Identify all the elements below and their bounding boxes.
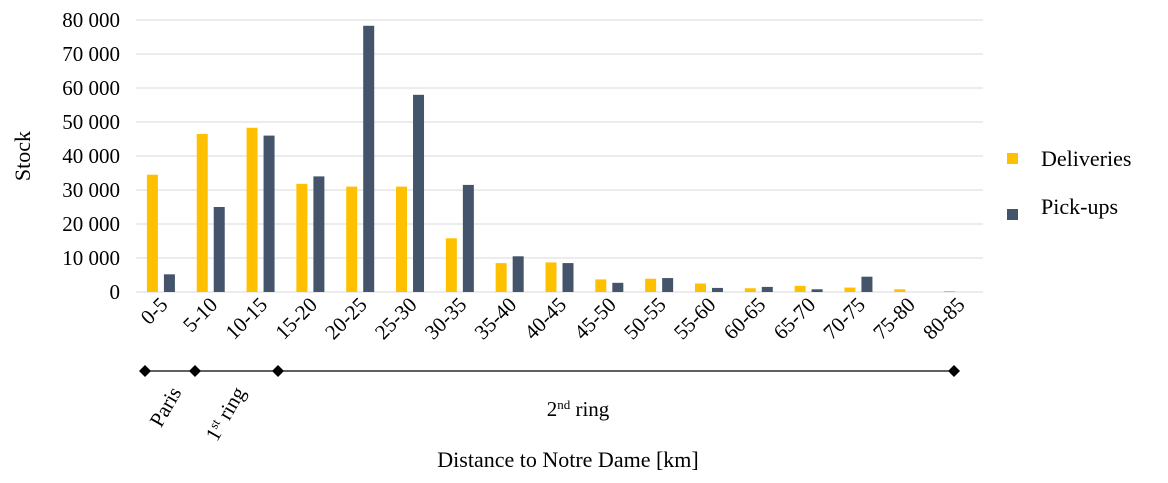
bar-deliveries [944, 290, 956, 292]
x-tick-label: 55-60 [669, 293, 721, 345]
x-tick-label: 75-80 [868, 293, 920, 345]
bar-deliveries [844, 287, 856, 292]
x-tick-label: 20-25 [320, 293, 372, 345]
region-marker [139, 365, 151, 377]
x-axis-title: Distance to Notre Dame [km] [437, 447, 698, 472]
x-tick-label: 35-40 [470, 293, 522, 345]
legend-swatch-deliveries [1007, 153, 1018, 164]
bar-deliveries [694, 283, 706, 292]
bar-pick-ups [861, 276, 873, 292]
legend: Deliveries Pick-ups [1007, 146, 1131, 220]
bar-deliveries [645, 278, 657, 292]
x-tick-label: 0-5 [136, 293, 173, 330]
bar-deliveries [296, 183, 308, 292]
x-tick-label: 40-45 [519, 293, 571, 345]
x-tick-label: 15-20 [270, 293, 322, 345]
x-tick-label: 80-85 [918, 293, 970, 345]
x-tick-label: 45-50 [569, 293, 621, 345]
bar-pick-ups [313, 176, 325, 292]
bar-deliveries [595, 279, 607, 292]
x-tick-label: 65-70 [769, 293, 821, 345]
bar-pick-ups [612, 282, 624, 292]
bars [146, 25, 956, 293]
y-tick-label: 70 000 [62, 42, 120, 66]
bar-deliveries [146, 174, 158, 292]
y-tick-label: 60 000 [62, 76, 120, 100]
bar-pick-ups [363, 25, 375, 293]
region-marker [272, 365, 284, 377]
bar-deliveries [744, 288, 756, 292]
region-marker [189, 365, 201, 377]
x-tick-label: 25-30 [370, 293, 422, 345]
y-tick-label: 80 000 [62, 8, 120, 32]
y-tick-label: 50 000 [62, 110, 120, 134]
bar-pick-ups [213, 207, 225, 292]
y-tick-label: 30 000 [62, 178, 120, 202]
bar-deliveries [346, 186, 358, 292]
y-axis-title: Stock [10, 131, 35, 181]
x-tick-label: 70-75 [818, 293, 870, 345]
x-tick-label: 5-10 [178, 293, 222, 337]
bar-deliveries [196, 133, 208, 292]
region-axis: Paris 1st ring 2nd ring [139, 365, 960, 445]
bar-pick-ups [811, 289, 823, 292]
bar-pick-ups [662, 278, 674, 292]
y-tick-label: 20 000 [62, 212, 120, 236]
bar-pick-ups [462, 184, 474, 292]
legend-label-pick-ups: Pick-ups [1041, 194, 1118, 219]
y-tick-label: 10 000 [62, 246, 120, 270]
gridlines [136, 19, 983, 293]
x-tick-label: 30-35 [420, 293, 472, 345]
y-tick-label: 40 000 [62, 144, 120, 168]
region-label-paris: Paris [145, 383, 187, 431]
bar-pick-ups [263, 135, 275, 292]
bar-deliveries [396, 186, 408, 292]
bar-deliveries [246, 127, 258, 292]
legend-label-deliveries: Deliveries [1041, 146, 1131, 171]
bar-deliveries [894, 289, 906, 292]
bar-pick-ups [761, 286, 773, 292]
bar-pick-ups [711, 287, 723, 292]
bar-deliveries [445, 238, 457, 292]
x-tick-labels: 0-5 5-1010-1515-2020-2525-3030-3535-4040-… [136, 293, 970, 345]
region-marker [948, 365, 960, 377]
bar-deliveries [794, 285, 806, 292]
bar-deliveries [545, 262, 557, 292]
y-tick-labels: 0 10 000 20 000 30 000 40 000 50 000 60 000 70 … [62, 8, 120, 304]
bar-deliveries [495, 263, 507, 292]
y-tick-label: 0 [110, 280, 121, 304]
x-tick-label: 50-55 [619, 293, 671, 345]
bar-pick-ups [562, 263, 574, 292]
legend-swatch-pick-ups [1007, 209, 1018, 220]
bar-pick-ups [163, 274, 175, 292]
x-tick-label: 60-65 [719, 293, 771, 345]
bar-pick-ups [413, 94, 425, 292]
bar-pick-ups [512, 256, 524, 292]
region-label-2nd-ring: 2nd ring [547, 397, 610, 422]
x-tick-label: 10-15 [220, 293, 272, 345]
region-label-1st-ring: 1st ring [200, 382, 251, 445]
